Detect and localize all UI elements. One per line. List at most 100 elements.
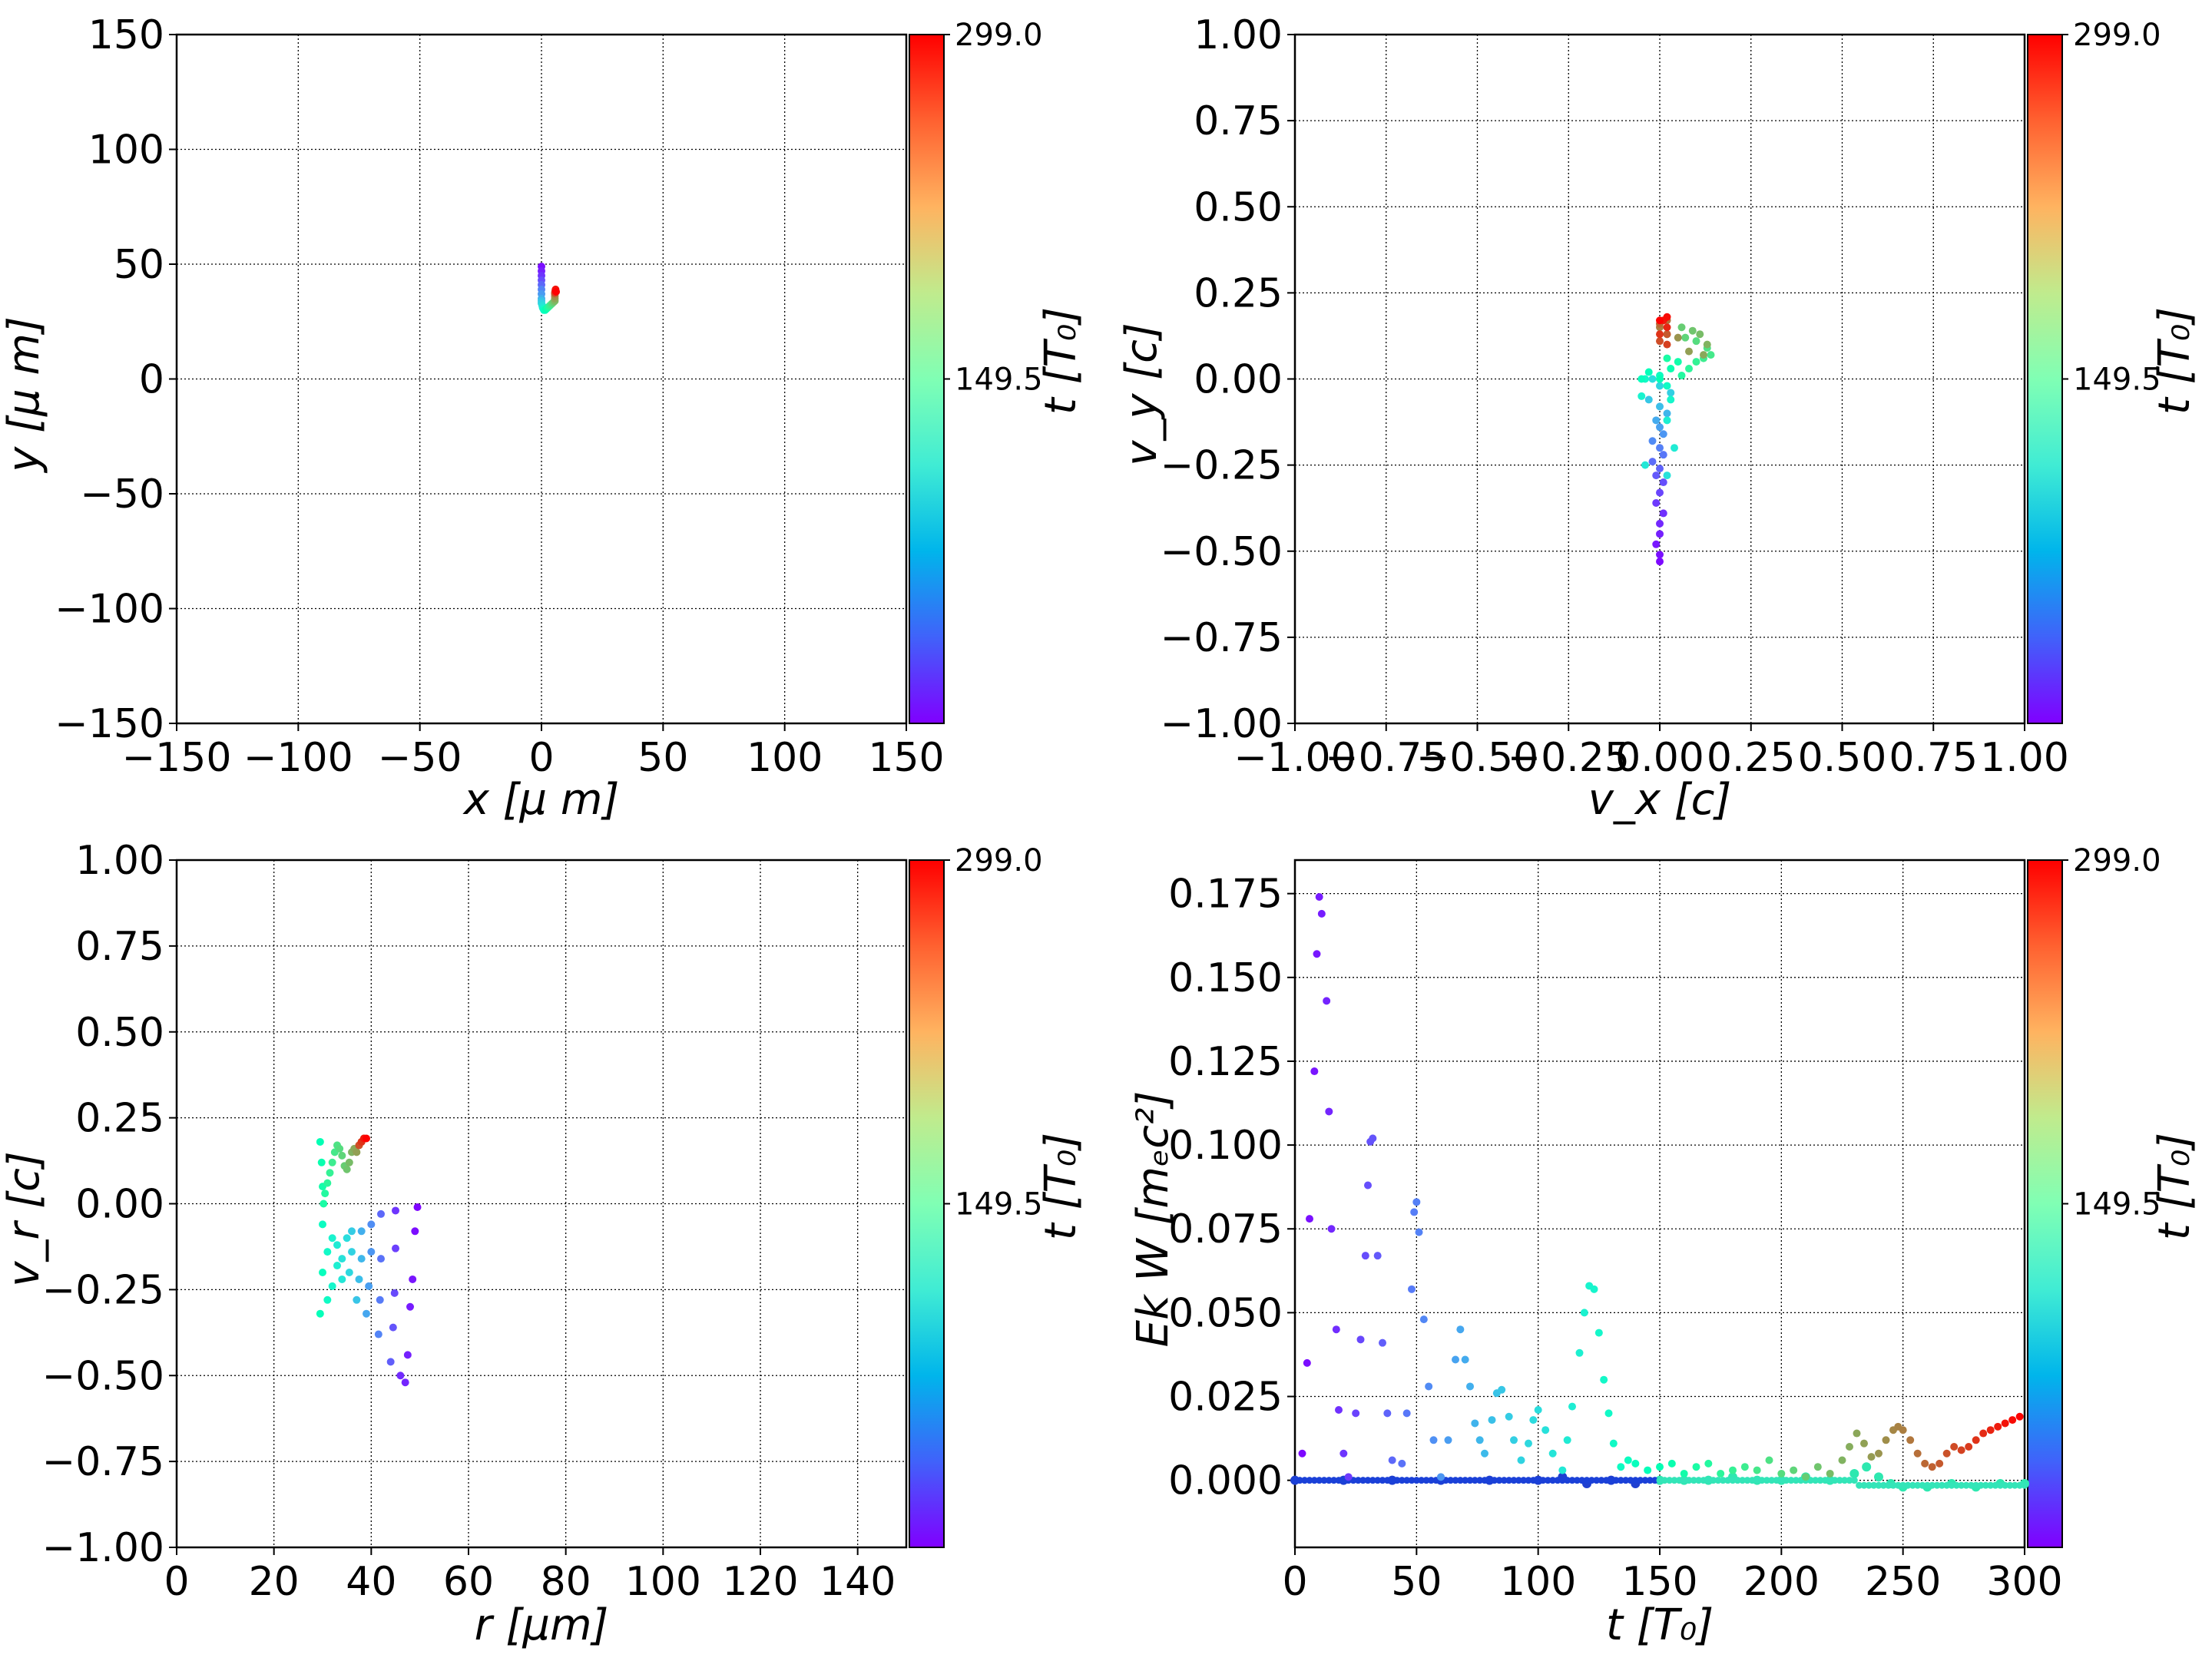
- data-point: [316, 1309, 324, 1318]
- y-axis-label: Ek W [mₑc²]: [1128, 1091, 1178, 1348]
- data-point: [1979, 1429, 1988, 1438]
- baseline-point: [1982, 1481, 1989, 1489]
- baseline-point: [1578, 1477, 1586, 1484]
- baseline-point: [1758, 1477, 1766, 1484]
- data-point: [1656, 423, 1664, 432]
- y-tick-label: 0.050: [1168, 1290, 1283, 1336]
- baseline-point: [1564, 1477, 1571, 1484]
- data-point: [1644, 395, 1653, 404]
- baseline-point: [1359, 1477, 1367, 1484]
- baseline-point: [1369, 1477, 1376, 1484]
- data-point: [1802, 1473, 1810, 1481]
- baseline-point: [1631, 1477, 1639, 1484]
- data-point: [1656, 465, 1664, 473]
- baseline-point: [1739, 1477, 1747, 1484]
- data-point: [1575, 1348, 1584, 1357]
- baseline-point: [1719, 1477, 1727, 1484]
- baseline-point: [1899, 1481, 1907, 1489]
- baseline-point: [1710, 1477, 1717, 1484]
- colorbar-label: t [T₀]: [1036, 307, 1086, 415]
- data-point: [1580, 1309, 1588, 1317]
- data-point: [1994, 1422, 2002, 1431]
- baseline-point: [1383, 1477, 1391, 1484]
- data-point: [1688, 326, 1697, 335]
- data-point: [319, 1269, 326, 1276]
- x-tick-label: 150: [1621, 1559, 1697, 1605]
- baseline-point: [1495, 1477, 1503, 1484]
- data-point: [1777, 1469, 1786, 1477]
- baseline-point: [1753, 1477, 1761, 1484]
- x-tick-label: 0.50: [1798, 735, 1887, 781]
- x-tick-label: −0.50: [1416, 735, 1538, 781]
- data-point: [1663, 340, 1671, 349]
- baseline-point: [1408, 1477, 1416, 1484]
- baseline-point: [1783, 1477, 1790, 1484]
- baseline-point: [1865, 1481, 1873, 1489]
- y-tick-label: 1.00: [1194, 12, 1283, 58]
- data-point: [363, 1134, 370, 1143]
- data-point: [1429, 1436, 1438, 1444]
- data-point: [338, 1255, 346, 1263]
- data-point: [328, 1158, 336, 1166]
- baseline-point: [1554, 1477, 1561, 1484]
- x-tick-label: 80: [541, 1559, 591, 1605]
- data-point: [1906, 1436, 1915, 1444]
- data-point: [1867, 1453, 1876, 1461]
- data-point: [377, 1255, 385, 1263]
- y-tick-label: −0.25: [42, 1267, 164, 1313]
- baseline-point: [1743, 1477, 1751, 1484]
- baseline-point: [1849, 1468, 1859, 1478]
- x-tick-label: 0: [164, 1559, 189, 1605]
- data-point: [1659, 430, 1667, 438]
- data-point: [1656, 402, 1664, 411]
- data-point: [552, 287, 560, 296]
- baseline-point: [2011, 1481, 2018, 1489]
- colorbar-label: t [T₀]: [2150, 1133, 2200, 1240]
- data-point: [1298, 1449, 1306, 1458]
- baseline-point: [1520, 1477, 1528, 1484]
- data-point: [1525, 1439, 1532, 1448]
- data-point: [1379, 1338, 1386, 1347]
- data-point: [1942, 1449, 1951, 1458]
- baseline-point: [1379, 1477, 1386, 1484]
- data-point: [1921, 1459, 1929, 1468]
- baseline-point: [1306, 1477, 1313, 1484]
- x-tick-label: 100: [1500, 1559, 1576, 1605]
- colorbar-tick-label: 299.0: [955, 18, 1043, 53]
- data-point: [1327, 1225, 1336, 1233]
- data-point: [1671, 444, 1678, 452]
- data-point: [1510, 1436, 1518, 1444]
- y-tick-label: 0.175: [1168, 872, 1283, 918]
- baseline-point: [1821, 1477, 1829, 1484]
- x-tick-label: 200: [1743, 1559, 1820, 1605]
- data-point: [1558, 1466, 1567, 1474]
- data-point: [1631, 1459, 1640, 1468]
- data-point: [1656, 488, 1664, 497]
- panel-vxvy: −1.00−0.75−0.50−0.250.00 0.25 0.50 0.75 1.00…: [1117, 12, 2200, 825]
- data-point: [1306, 1215, 1313, 1223]
- x-tick-label: 250: [1865, 1559, 1941, 1605]
- data-point: [1656, 551, 1664, 559]
- y-axis-label: y [μ m]: [0, 316, 49, 474]
- baseline-point: [1418, 1477, 1426, 1484]
- x-tick-label: 50: [1391, 1559, 1442, 1605]
- data-point: [1325, 1107, 1333, 1116]
- data-point: [1339, 1449, 1348, 1458]
- data-point: [1412, 1198, 1421, 1206]
- data-point: [1656, 316, 1664, 325]
- baseline-point: [1972, 1481, 1980, 1489]
- baseline-point: [1354, 1477, 1362, 1484]
- data-point: [323, 1248, 332, 1256]
- data-point: [1637, 375, 1646, 383]
- baseline-point: [1320, 1477, 1328, 1484]
- data-point: [376, 1295, 384, 1304]
- baseline-point: [1651, 1477, 1659, 1484]
- y-tick-label: 0.75: [75, 924, 164, 970]
- baseline-point: [1729, 1477, 1737, 1484]
- data-point: [1986, 1426, 1995, 1434]
- baseline-point: [1637, 1477, 1644, 1484]
- data-point: [1644, 368, 1653, 376]
- baseline-point: [1374, 1477, 1382, 1484]
- baseline-point: [1612, 1477, 1620, 1484]
- data-point: [1303, 1358, 1311, 1367]
